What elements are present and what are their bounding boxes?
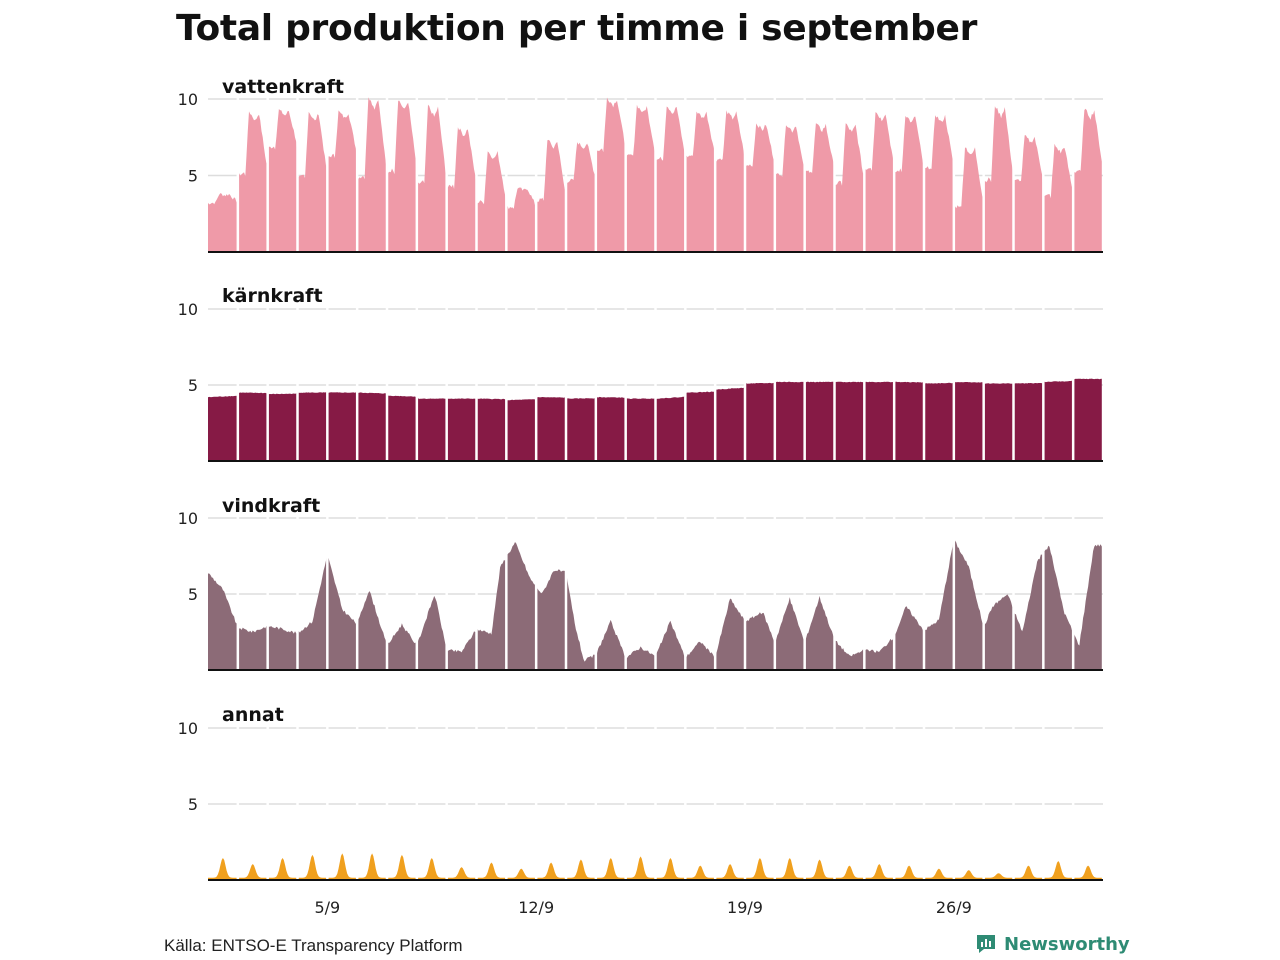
newsworthy-logo-icon (977, 935, 995, 953)
y-tick-label: 10 (178, 90, 198, 109)
chart-title: Total produktion per timme i september (176, 8, 978, 49)
series-label: kärnkraft (222, 285, 323, 307)
x-tick-label: 26/9 (936, 898, 972, 917)
y-tick-label: 10 (178, 300, 198, 319)
y-tick-label: 5 (188, 795, 198, 814)
x-tick-label: 5/9 (314, 898, 340, 917)
y-tick-label: 10 (178, 719, 198, 738)
series-area-vindkraft (208, 539, 1102, 670)
brand-logo[interactable]: Newsworthy (975, 933, 1130, 955)
y-tick-label: 10 (178, 509, 198, 528)
series-label: vattenkraft (222, 76, 344, 98)
brand-name: Newsworthy (1004, 933, 1130, 955)
x-tick-label: 19/9 (727, 898, 763, 917)
y-tick-label: 5 (188, 167, 198, 186)
x-tick-label: 12/9 (518, 898, 554, 917)
series-label: vindkraft (222, 495, 320, 517)
y-tick-label: 5 (188, 376, 198, 395)
series-area-annat (208, 853, 1102, 880)
source-note: Källa: ENTSO-E Transparency Platform (164, 936, 463, 955)
series-label: annat (222, 704, 284, 726)
y-tick-label: 5 (188, 585, 198, 604)
